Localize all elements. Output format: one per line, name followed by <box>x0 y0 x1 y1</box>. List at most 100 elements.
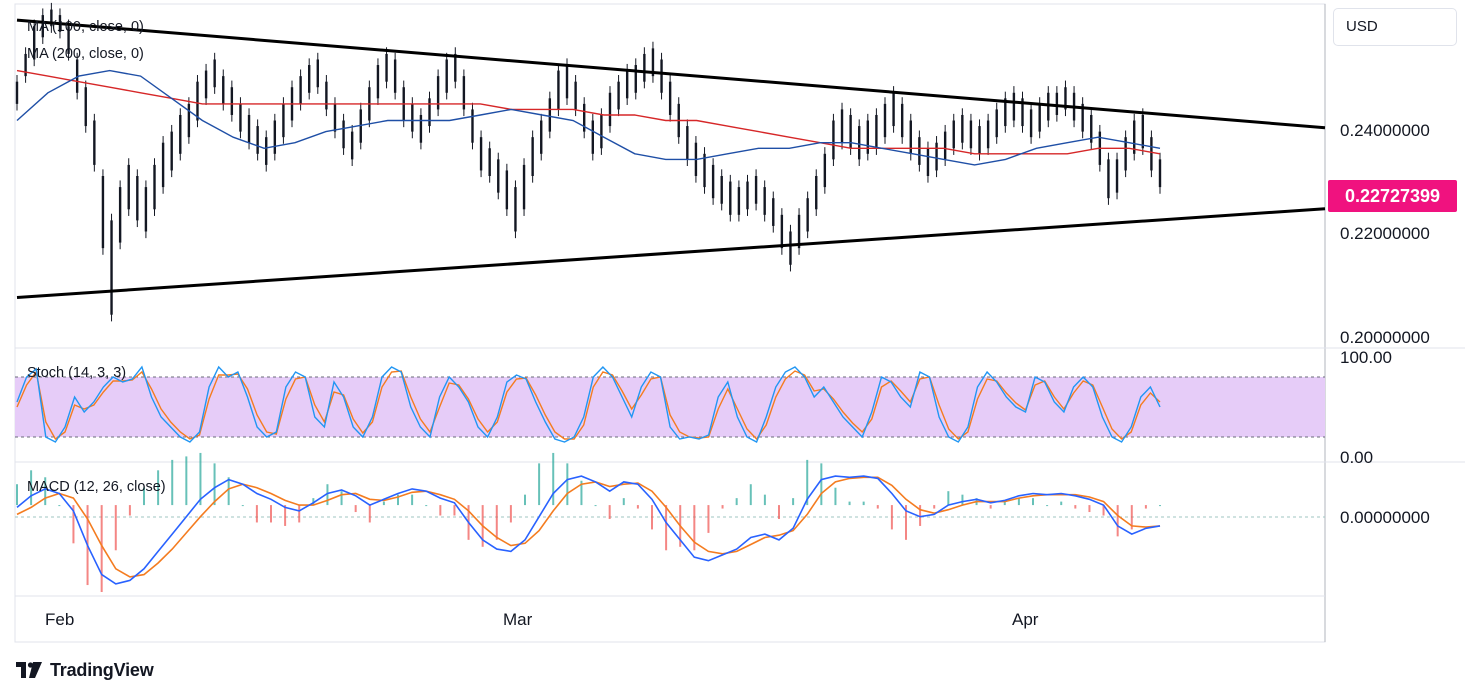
macd-histogram-bar <box>919 505 922 526</box>
candle-body <box>625 70 629 99</box>
candle-body <box>866 120 870 154</box>
stoch-label[interactable]: Stoch (14, 3, 3) <box>27 365 126 381</box>
candle-body <box>772 198 775 226</box>
candle-body <box>909 120 912 154</box>
macd-histogram-bar <box>890 505 893 530</box>
candle-body <box>196 81 199 121</box>
candle-body <box>617 81 620 110</box>
candle-body <box>118 187 122 243</box>
candle-body <box>952 120 955 149</box>
macd-histogram-bar <box>1144 505 1147 509</box>
candle-body <box>1047 92 1050 121</box>
macd-histogram-bar <box>792 498 795 506</box>
tradingview-logo-icon <box>16 662 42 678</box>
candle-body <box>67 26 70 54</box>
candle-body <box>342 120 345 149</box>
candle-body <box>376 65 380 99</box>
macd-histogram-bar <box>16 484 18 506</box>
candle-body <box>454 53 457 82</box>
macd-histogram-bar <box>622 498 625 506</box>
macd-histogram-bar <box>778 505 780 519</box>
macd-histogram-bar <box>721 505 724 509</box>
macd-histogram-bar <box>735 498 738 506</box>
candle-body <box>978 126 981 154</box>
macd-histogram-bar <box>876 505 879 509</box>
macd-histogram-bar <box>495 505 498 540</box>
ma200-label[interactable]: MA (200, close, 0) <box>27 46 144 62</box>
candle-body <box>187 103 191 138</box>
candle-body <box>239 103 242 132</box>
candle-body <box>746 181 749 210</box>
macd-label[interactable]: MACD (12, 26, close) <box>27 479 166 495</box>
candle-body <box>110 220 113 315</box>
macd-histogram-bar <box>213 463 216 506</box>
macd-histogram-bar <box>651 505 653 530</box>
macd-histogram-bar <box>453 505 456 516</box>
macd-histogram-bar <box>905 505 907 540</box>
price-tick: 0.22000000 <box>1340 224 1430 243</box>
candle-body <box>161 142 165 188</box>
upper-trendline[interactable] <box>16 18 1326 130</box>
macd-histogram-bar <box>1130 505 1133 530</box>
macd-histogram-bar <box>848 501 851 506</box>
candle-body <box>583 103 586 132</box>
candle-body <box>565 65 569 99</box>
candle-body <box>1090 114 1093 143</box>
candle-body <box>668 81 672 115</box>
macd-histogram-bar <box>284 505 287 526</box>
candle-body <box>428 98 431 127</box>
candle-body <box>265 137 268 165</box>
candle-body <box>1124 137 1127 171</box>
macd-histogram-bar <box>439 505 442 516</box>
brand-name: TradingView <box>50 659 154 680</box>
time-tick: Apr <box>1012 610 1039 629</box>
macd-histogram-bar <box>157 470 160 506</box>
candle-body <box>273 120 277 154</box>
tradingview-branding[interactable]: TradingView <box>16 659 154 681</box>
macd-histogram <box>16 452 1161 592</box>
currency-selector[interactable]: USD <box>1333 8 1457 46</box>
candle-body <box>643 53 646 82</box>
time-tick: Mar <box>503 610 533 629</box>
price-tick: 0.24000000 <box>1340 121 1430 140</box>
lower-trendline[interactable] <box>16 207 1326 300</box>
candle-body <box>15 81 19 104</box>
ma100-label[interactable]: MA (100, close, 0) <box>27 19 144 35</box>
macd-histogram-bar <box>820 463 823 506</box>
candle-body <box>557 70 560 110</box>
candle-body <box>101 176 105 249</box>
candle-body <box>608 92 612 127</box>
candle-body <box>729 181 732 215</box>
candle-body <box>1081 103 1084 132</box>
macd-histogram-bar <box>128 505 131 516</box>
candle-body <box>892 92 895 127</box>
candle-body <box>875 114 878 149</box>
macd-histogram-bar <box>749 484 752 506</box>
macd-histogram-bar <box>594 505 597 507</box>
macd-histogram-bar <box>989 505 992 509</box>
candle-body <box>634 65 637 93</box>
candle-body <box>325 81 328 110</box>
candle-body <box>935 142 938 171</box>
macd-histogram-bar <box>1088 505 1091 513</box>
candle-body <box>849 114 852 149</box>
candle-body <box>522 164 526 210</box>
macd-histogram-bar <box>509 505 512 523</box>
candle-body <box>247 114 251 143</box>
macd-histogram-bar <box>270 505 272 523</box>
candle-body <box>419 114 423 143</box>
candle-body <box>41 15 44 38</box>
macd-histogram-bar <box>354 505 357 513</box>
candle-body <box>600 114 603 149</box>
macd-histogram-bar <box>1003 501 1006 506</box>
macd-histogram-bar <box>961 494 964 506</box>
macd-histogram-bar <box>707 505 710 533</box>
macd-histogram-bar <box>397 494 399 506</box>
candle-body <box>1012 92 1016 121</box>
macd-histogram-bar <box>693 505 696 551</box>
candle-body <box>823 153 827 188</box>
candle-body <box>969 120 973 149</box>
candle-body <box>514 187 517 232</box>
candle-body <box>84 87 87 127</box>
